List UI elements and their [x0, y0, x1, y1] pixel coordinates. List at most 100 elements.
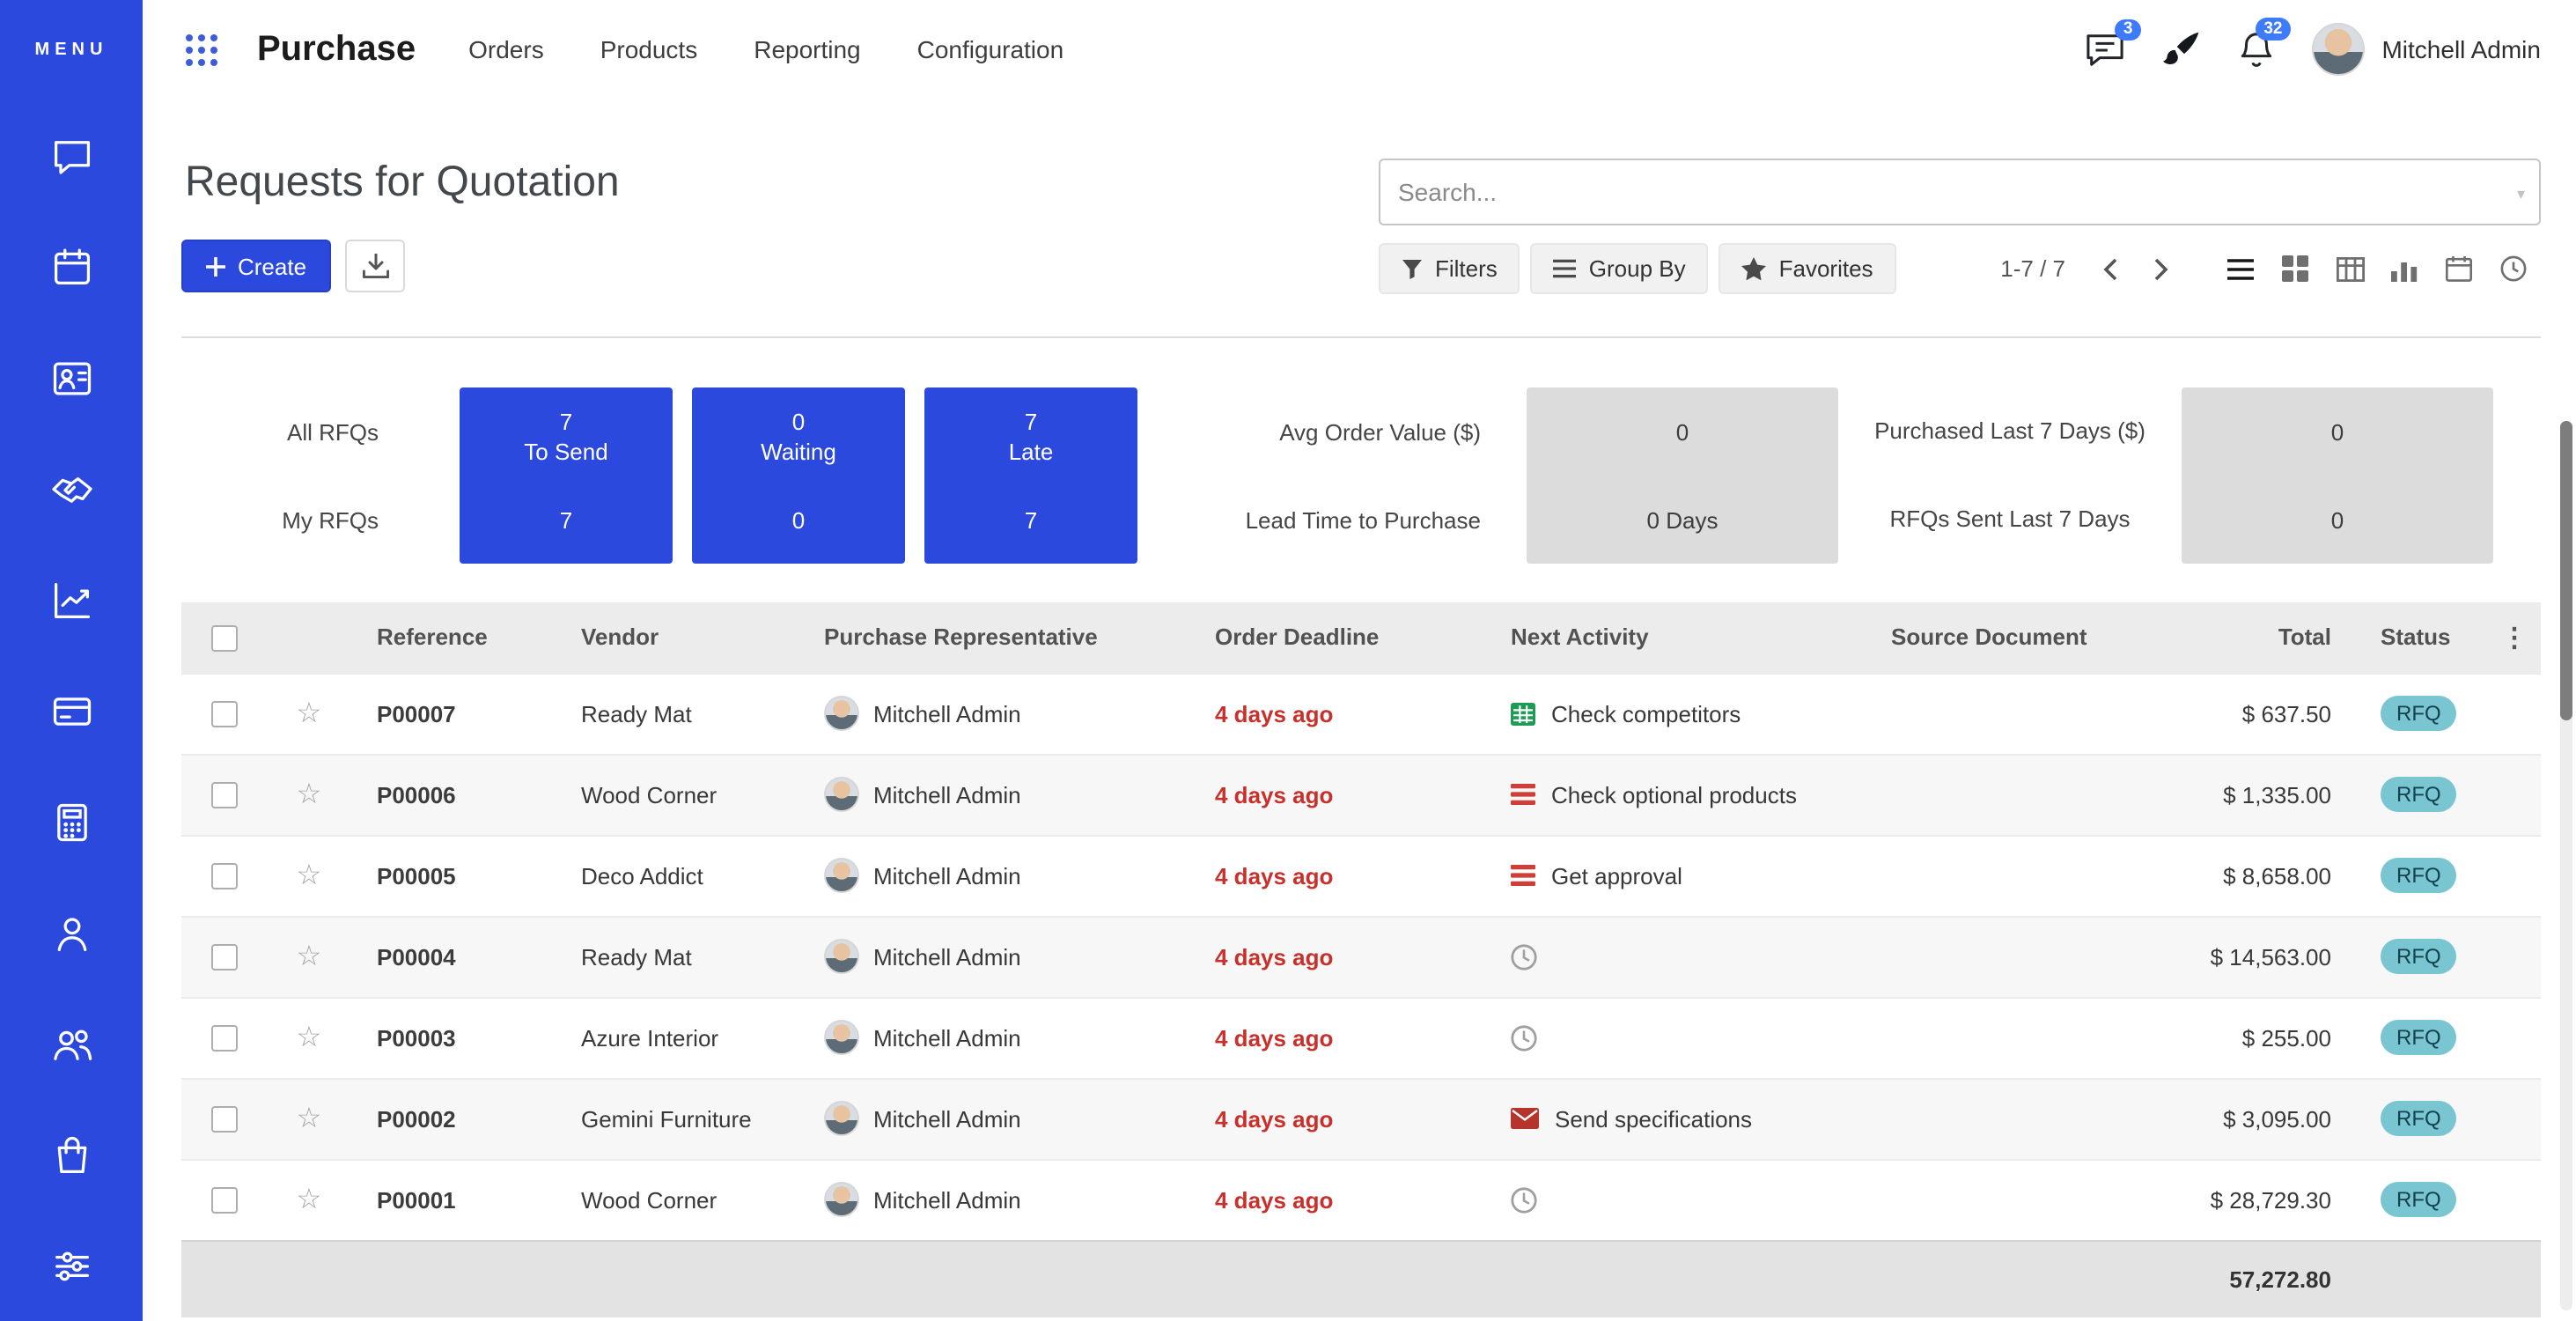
employee-icon[interactable] [48, 911, 94, 956]
row-checkbox[interactable] [210, 1025, 237, 1052]
avg-order-value-label: Avg Order Value ($) [1279, 418, 1481, 445]
column-source[interactable]: Source Document [1866, 602, 2136, 673]
rep-name: Mitchell Admin [873, 943, 1021, 970]
create-button[interactable]: Create [181, 240, 332, 292]
column-activity[interactable]: Next Activity [1486, 602, 1866, 673]
calculator-icon[interactable] [48, 800, 94, 845]
apps-grid-icon[interactable] [185, 33, 218, 66]
view-pivot-button[interactable] [2322, 243, 2377, 294]
column-status[interactable]: Status [2356, 602, 2488, 673]
purchase-bag-icon[interactable] [48, 1133, 94, 1178]
source-document [1866, 1158, 2136, 1240]
row-checkbox[interactable] [210, 863, 237, 890]
app-title[interactable]: Purchase [257, 29, 416, 68]
clock-icon[interactable] [1511, 943, 1537, 970]
vertical-scrollbar[interactable] [2560, 421, 2572, 1310]
messages-icon[interactable]: 3 [2084, 18, 2141, 68]
scrollbar-thumb[interactable] [2560, 421, 2572, 720]
filters-button[interactable]: Filters [1379, 243, 1520, 294]
column-rep[interactable]: Purchase Representative [799, 602, 1190, 673]
tile-to-send[interactable]: 7 To Send 7 [460, 387, 673, 564]
export-button[interactable] [345, 240, 406, 292]
user-menu[interactable]: Mitchell Admin [2311, 23, 2541, 76]
nav-reporting[interactable]: Reporting [754, 35, 861, 63]
row-checkbox[interactable] [210, 944, 237, 971]
billing-card-icon[interactable] [48, 689, 94, 734]
table-row[interactable]: ☆ P00002 Gemini Furniture Mitchell Admin… [181, 1077, 2541, 1159]
pager-next-button[interactable] [2138, 253, 2185, 284]
favorite-star-icon[interactable]: ☆ [296, 1023, 322, 1053]
discuss-icon[interactable] [48, 134, 94, 180]
row-checkbox[interactable] [210, 1187, 237, 1214]
calendar-icon[interactable] [48, 245, 94, 291]
column-vendor[interactable]: Vendor [556, 602, 799, 673]
clock-icon[interactable] [1511, 1186, 1537, 1213]
group-by-button[interactable]: Group By [1530, 243, 1709, 294]
crm-handshake-icon[interactable] [48, 467, 94, 513]
team-icon[interactable] [48, 1022, 94, 1067]
status-badge: RFQ [2381, 1101, 2457, 1136]
pager-previous-button[interactable] [2087, 253, 2134, 284]
settings-sliders-icon[interactable] [48, 1244, 94, 1289]
rfq-total: $ 1,335.00 [2136, 753, 2356, 835]
search-input[interactable] [1379, 159, 2541, 225]
select-all-checkbox[interactable] [210, 624, 237, 652]
table-row[interactable]: ☆ P00005 Deco Addict Mitchell Admin 4 da… [181, 834, 2541, 916]
column-total[interactable]: Total [2136, 602, 2356, 673]
nav-orders[interactable]: Orders [468, 35, 544, 63]
rep-name: Mitchell Admin [873, 1105, 1021, 1132]
sales-chart-icon[interactable] [48, 578, 94, 624]
row-checkbox[interactable] [210, 701, 237, 728]
notifications-bell-icon[interactable]: 32 [2237, 18, 2291, 69]
view-calendar-button[interactable] [2432, 243, 2486, 294]
avg-order-value: 0 [1675, 418, 1689, 445]
order-deadline: 4 days ago [1215, 862, 1334, 889]
contacts-icon[interactable] [48, 356, 94, 402]
row-checkbox[interactable] [210, 782, 237, 809]
source-document [1866, 672, 2136, 754]
favorite-star-icon[interactable]: ☆ [296, 1185, 322, 1215]
tile-waiting[interactable]: 0 Waiting 0 [692, 387, 905, 564]
table-row[interactable]: ☆ P00001 Wood Corner Mitchell Admin 4 da… [181, 1158, 2541, 1240]
row-checkbox[interactable] [210, 1106, 237, 1133]
search-caret-icon[interactable]: ▾ [2516, 185, 2525, 203]
table-row[interactable]: ☆ P00003 Azure Interior Mitchell Admin 4… [181, 996, 2541, 1078]
column-reference[interactable]: Reference [352, 602, 556, 673]
view-kanban-button[interactable] [2268, 243, 2322, 294]
page-title: Requests for Quotation [185, 159, 620, 206]
favorite-star-icon[interactable]: ☆ [296, 780, 322, 810]
list-red-icon[interactable] [1511, 865, 1535, 886]
rep-avatar [824, 939, 859, 974]
table-row[interactable]: ☆ P00004 Ready Mat Mitchell Admin 4 days… [181, 915, 2541, 997]
favorite-star-icon[interactable]: ☆ [296, 1104, 322, 1134]
metrics-right-tile[interactable]: 0 0 [2182, 387, 2493, 564]
favorite-star-icon[interactable]: ☆ [296, 861, 322, 891]
activity-view-icon [2500, 255, 2527, 282]
spreadsheet-green-icon[interactable] [1511, 702, 1535, 725]
optional-columns-toggle-icon[interactable]: ⋮ [2501, 623, 2528, 653]
my-rfqs-label[interactable]: My RFQs [282, 506, 379, 533]
rfq-list: Reference Vendor Purchase Representative… [181, 602, 2541, 1317]
download-icon [362, 254, 389, 278]
column-deadline[interactable]: Order Deadline [1190, 602, 1486, 673]
list-red-icon[interactable] [1511, 784, 1535, 805]
tile-late[interactable]: 7 Late 7 [924, 387, 1137, 564]
metrics-left-tile[interactable]: 0 0 Days [1527, 387, 1838, 564]
favorite-star-icon[interactable]: ☆ [296, 942, 322, 972]
status-badge: RFQ [2381, 858, 2457, 893]
favorite-star-icon[interactable]: ☆ [296, 699, 322, 729]
favorites-button[interactable]: Favorites [1719, 243, 1896, 294]
clock-icon[interactable] [1511, 1024, 1537, 1051]
table-row[interactable]: ☆ P00006 Wood Corner Mitchell Admin 4 da… [181, 753, 2541, 835]
nav-products[interactable]: Products [600, 35, 698, 63]
rep-avatar [824, 1101, 859, 1136]
rfq-vendor: Deco Addict [556, 834, 799, 916]
view-list-button[interactable] [2213, 243, 2268, 294]
table-row[interactable]: ☆ P00007 Ready Mat Mitchell Admin 4 days… [181, 672, 2541, 754]
all-rfqs-label[interactable]: All RFQs [287, 418, 379, 445]
theme-brush-icon[interactable] [2161, 30, 2200, 69]
envelope-red-icon[interactable] [1511, 1108, 1539, 1129]
view-activity-button[interactable] [2486, 243, 2541, 294]
nav-configuration[interactable]: Configuration [916, 35, 1064, 63]
view-graph-button[interactable] [2377, 243, 2432, 294]
